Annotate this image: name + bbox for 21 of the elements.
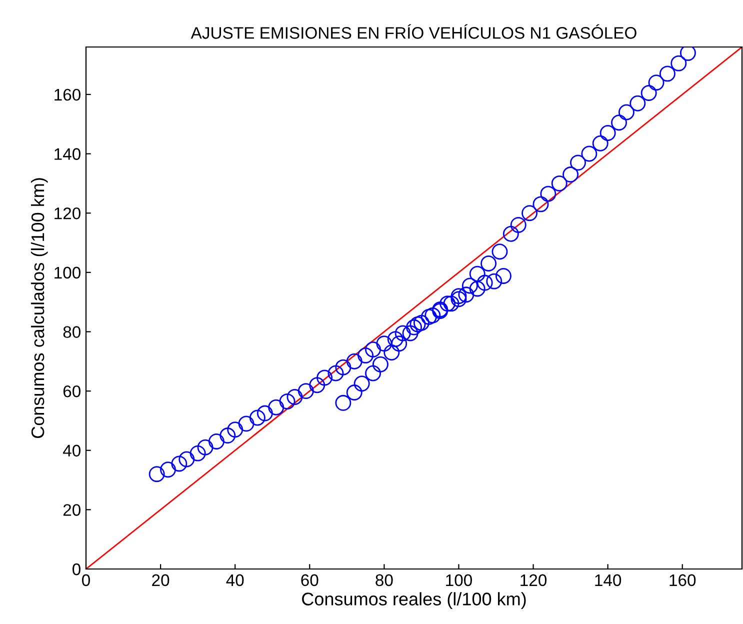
- y-tick-label: 40: [62, 444, 80, 457]
- y-tick-label: 0: [72, 563, 80, 576]
- x-tick-label: 140: [595, 574, 622, 586]
- chart-title: AJUSTE EMISIONES EN FRÍO VEHÍCULOS N1 GASÓLEO: [190, 24, 636, 39]
- x-tick-label: 120: [520, 574, 547, 586]
- x-axis-title: Consumos reales (l/100 km): [302, 592, 526, 609]
- y-axis-title: Consumos calculados (l/100 km): [30, 178, 48, 438]
- x-tick-label: 80: [376, 574, 393, 586]
- y-tick-label: 80: [63, 326, 80, 338]
- y-tick-label: 100: [54, 266, 80, 279]
- x-tick-label: 0: [82, 574, 90, 586]
- y-tick-label: 160: [54, 88, 80, 101]
- x-tick-label: 20: [152, 574, 170, 586]
- x-tick-label: 40: [226, 574, 244, 586]
- x-tick-label: 60: [301, 574, 318, 586]
- y-tick-label: 140: [54, 148, 80, 160]
- x-tick-label: 100: [446, 574, 472, 586]
- y-tick-label: 60: [63, 385, 80, 398]
- y-tick-label: 20: [63, 504, 80, 516]
- y-tick-label: 120: [54, 207, 80, 220]
- x-tick-label: 160: [670, 574, 696, 586]
